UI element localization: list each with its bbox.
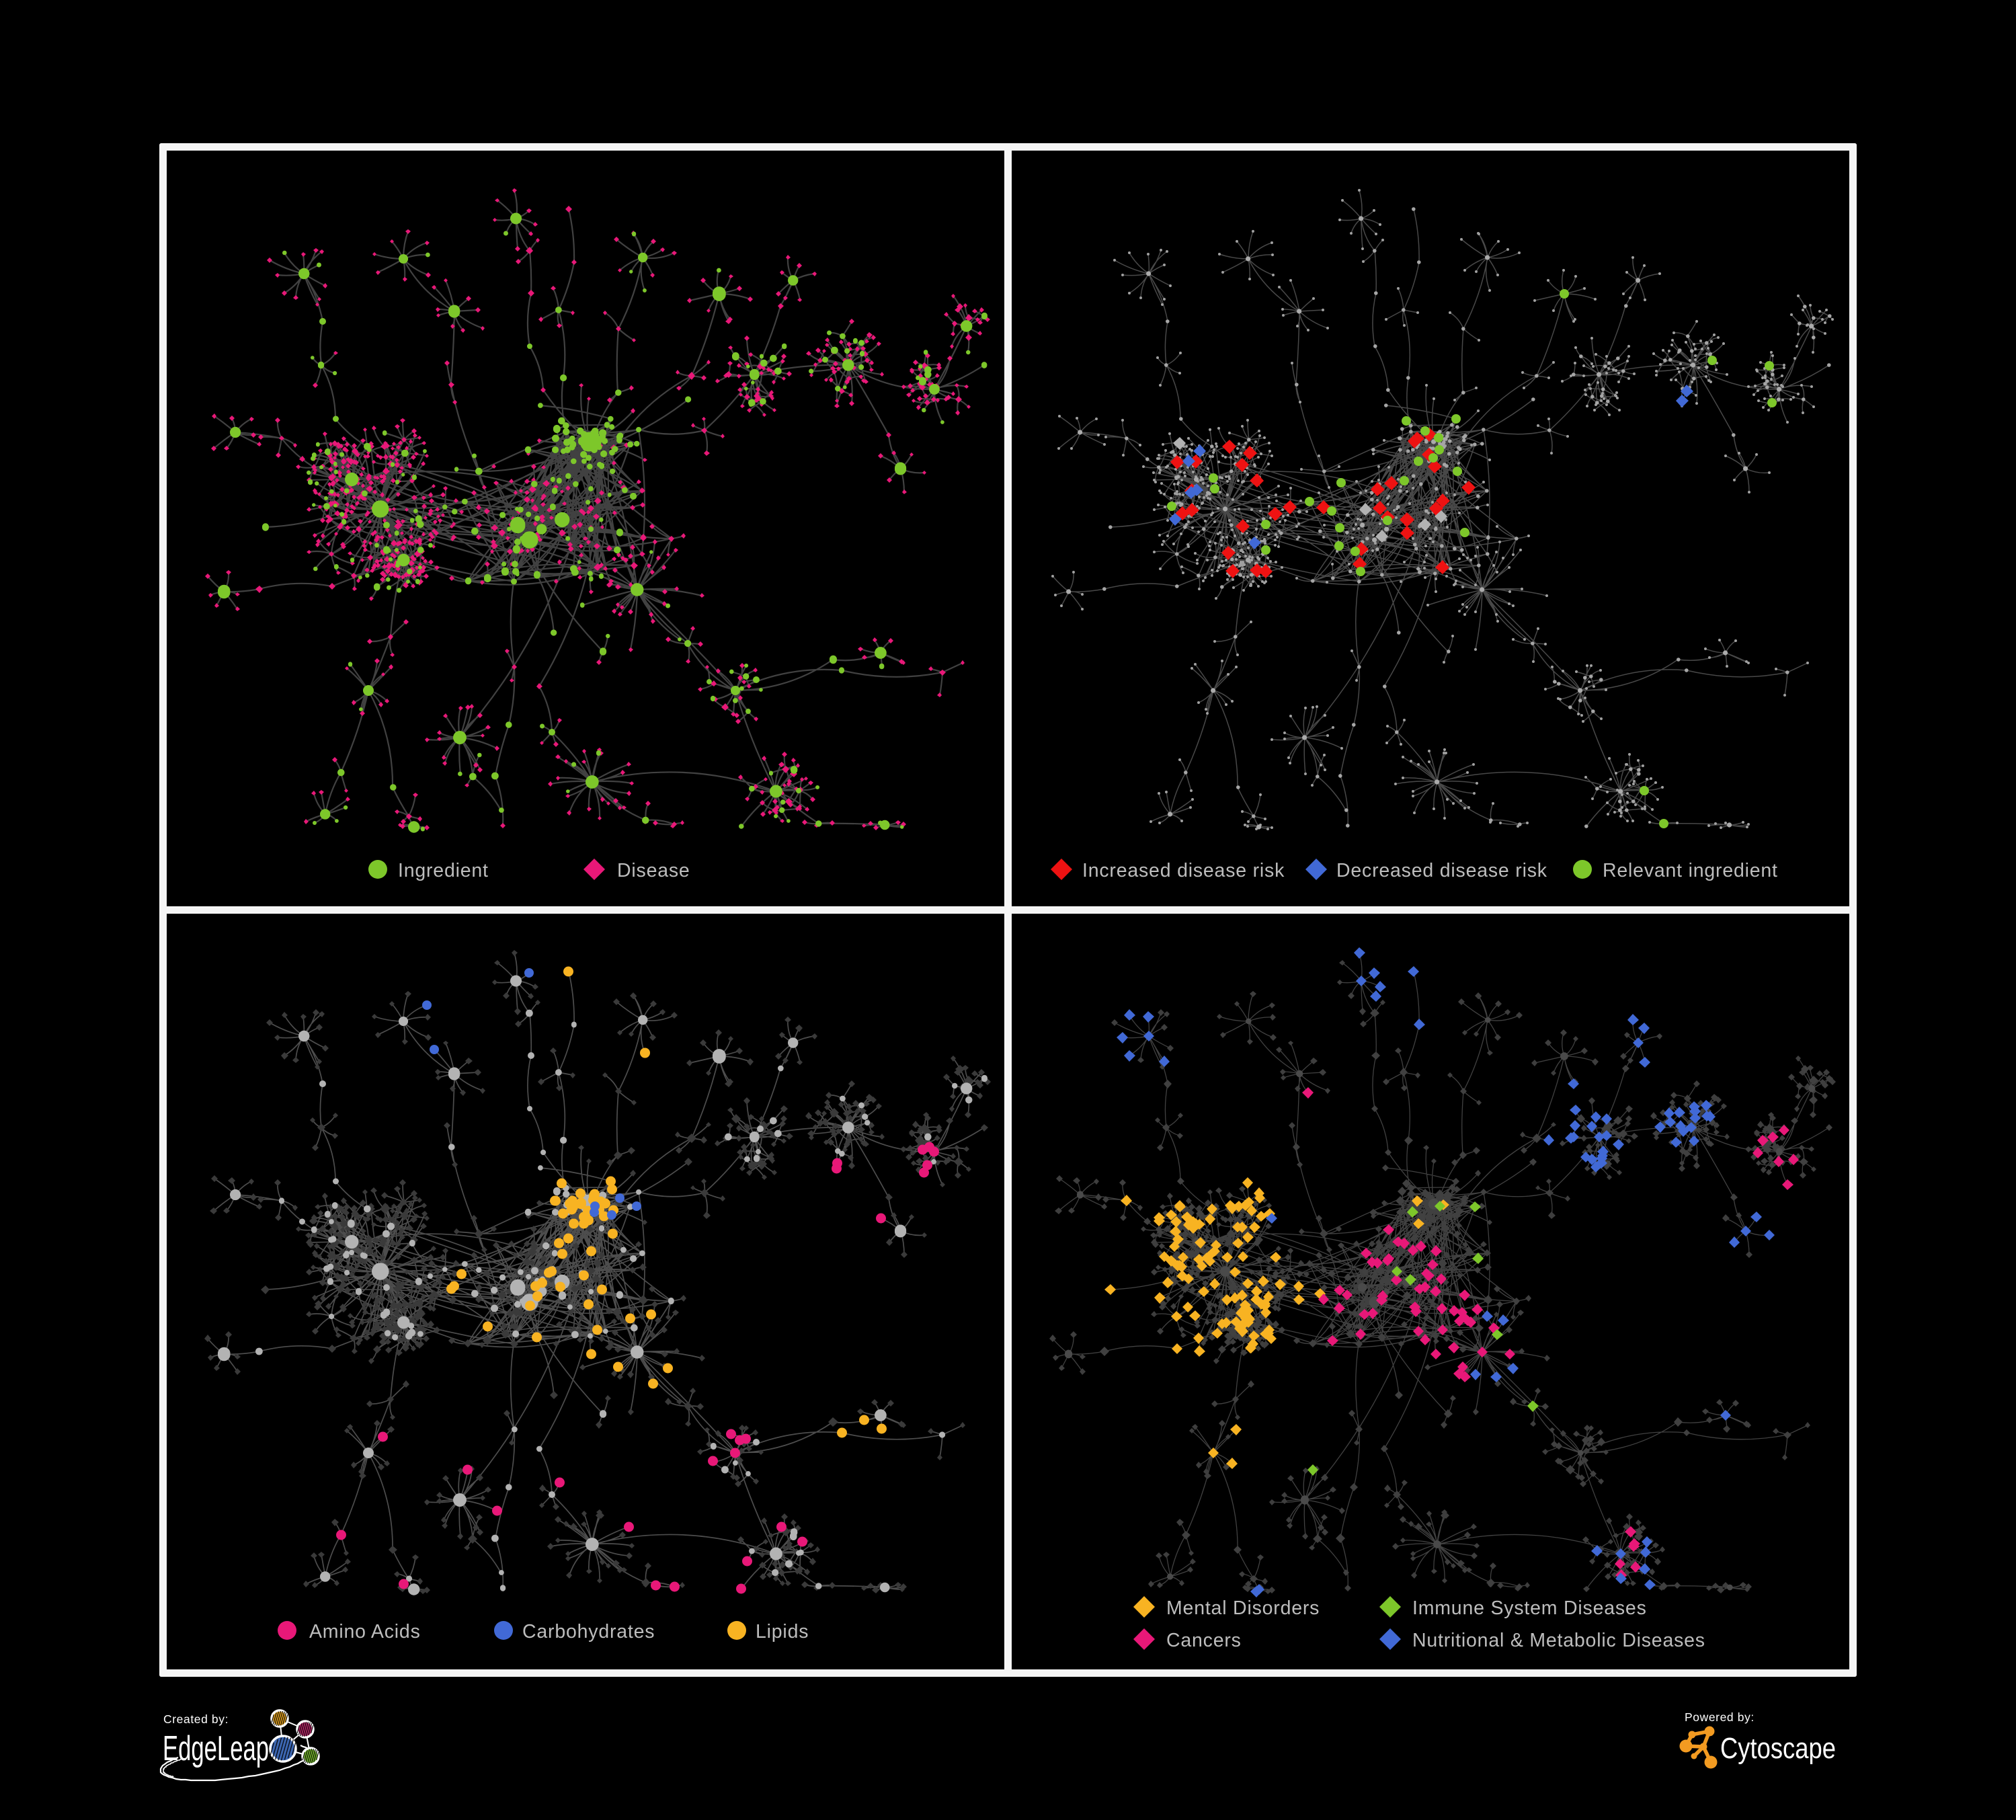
svg-text:Immune System Diseases: Immune System Diseases: [1412, 1597, 1647, 1619]
svg-text:Disease: Disease: [617, 860, 690, 881]
svg-text:Decreased disease risk: Decreased disease risk: [1336, 860, 1547, 881]
svg-text:Created by:: Created by:: [163, 1712, 229, 1726]
svg-text:Relevant ingredient: Relevant ingredient: [1603, 860, 1778, 881]
svg-text:Powered by:: Powered by:: [1685, 1710, 1755, 1724]
svg-text:Amino Acids: Amino Acids: [309, 1621, 421, 1643]
svg-text:Lipids: Lipids: [756, 1621, 809, 1643]
svg-text:Increased disease risk: Increased disease risk: [1082, 860, 1285, 881]
svg-text:Cancers: Cancers: [1166, 1630, 1242, 1651]
svg-text:Carbohydrates: Carbohydrates: [522, 1621, 655, 1643]
svg-text:Nutritional & Metabolic Diseas: Nutritional & Metabolic Diseases: [1412, 1630, 1705, 1651]
svg-text:Mental Disorders: Mental Disorders: [1166, 1597, 1320, 1619]
svg-text:EdgeLeap: EdgeLeap: [163, 1729, 269, 1768]
svg-text:Cytoscape: Cytoscape: [1720, 1732, 1836, 1765]
svg-text:Ingredient: Ingredient: [398, 860, 489, 881]
